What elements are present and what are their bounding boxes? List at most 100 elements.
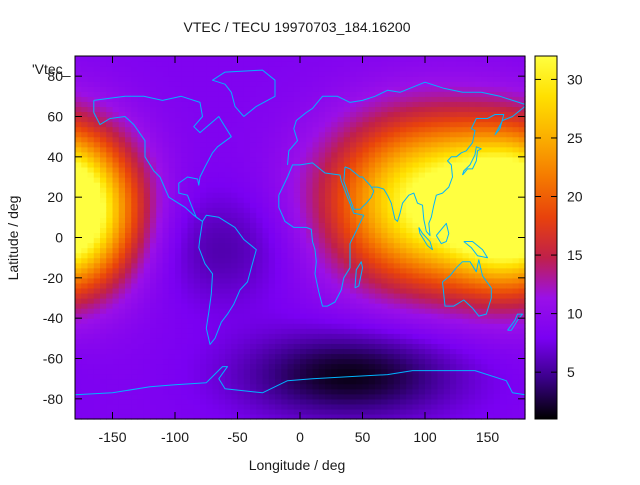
heatmap-cell	[437, 106, 445, 113]
heatmap-cell	[112, 358, 120, 365]
heatmap-cell	[456, 56, 464, 62]
heatmap-cell	[100, 252, 107, 259]
heatmap-cell	[506, 358, 514, 365]
heatmap-cell	[356, 86, 364, 92]
heatmap-cell	[200, 363, 207, 370]
heatmap-cell	[393, 318, 401, 324]
heatmap-cell	[200, 146, 207, 153]
heatmap-cell	[118, 408, 126, 415]
heatmap-cell	[475, 202, 482, 208]
heatmap-cell	[493, 272, 501, 279]
heatmap-cell	[125, 202, 132, 208]
heatmap-cell	[375, 146, 382, 153]
heatmap-cell	[212, 373, 220, 380]
heatmap-cell	[212, 313, 220, 319]
heatmap-cell	[131, 71, 139, 77]
heatmap-cell	[375, 292, 382, 299]
heatmap-cell	[406, 358, 414, 365]
heatmap-cell	[481, 282, 489, 289]
heatmap-cell	[431, 111, 439, 118]
heatmap-cell	[212, 398, 220, 405]
heatmap-cell	[187, 403, 195, 410]
heatmap-cell	[268, 252, 276, 259]
heatmap-cell	[343, 323, 351, 329]
heatmap-cell	[287, 61, 295, 67]
heatmap-cell	[481, 343, 489, 350]
heatmap-cell	[487, 136, 495, 143]
heatmap-cell	[150, 116, 157, 123]
heatmap-cell	[443, 141, 451, 148]
heatmap-cell	[212, 383, 220, 390]
heatmap-cell	[87, 161, 95, 168]
heatmap-cell	[287, 343, 295, 350]
heatmap-cell	[468, 303, 476, 309]
heatmap-cell	[393, 378, 401, 385]
heatmap-cell	[275, 187, 282, 193]
heatmap-cell	[350, 303, 357, 309]
heatmap-cell	[287, 232, 295, 239]
heatmap-cell	[437, 378, 445, 385]
heatmap-cell	[387, 252, 395, 259]
heatmap-cell	[187, 393, 195, 400]
heatmap-cell	[381, 252, 389, 259]
heatmap-cell	[318, 86, 326, 92]
heatmap-cell	[237, 373, 245, 380]
heatmap-cell	[456, 192, 464, 198]
heatmap-cell	[112, 237, 120, 244]
heatmap-cell	[175, 177, 182, 183]
heatmap-cell	[212, 298, 220, 304]
heatmap-cell	[425, 197, 432, 203]
heatmap-cell	[356, 388, 364, 395]
heatmap-cell	[425, 212, 432, 218]
heatmap-cell	[306, 212, 314, 218]
heatmap-cell	[75, 393, 82, 400]
heatmap-cell	[237, 197, 245, 203]
heatmap-cell	[400, 222, 407, 229]
heatmap-cell	[387, 212, 395, 218]
heatmap-cell	[425, 111, 432, 118]
heatmap-cell	[462, 141, 470, 148]
heatmap-cell	[143, 328, 151, 334]
heatmap-cell	[150, 303, 157, 309]
heatmap-cell	[356, 282, 364, 289]
heatmap-cell	[243, 252, 251, 259]
heatmap-cell	[456, 116, 464, 123]
heatmap-cell	[343, 81, 351, 87]
heatmap-cell	[106, 308, 114, 314]
heatmap-cell	[243, 171, 251, 178]
heatmap-cell	[275, 136, 282, 143]
heatmap-cell	[106, 227, 114, 234]
heatmap-cell	[281, 101, 289, 108]
heatmap-cell	[256, 287, 264, 294]
heatmap-cell	[418, 126, 426, 133]
heatmap-cell	[443, 282, 451, 289]
heatmap-cell	[456, 277, 464, 284]
heatmap-cell	[212, 308, 220, 314]
heatmap-cell	[193, 156, 201, 163]
heatmap-cell	[462, 76, 470, 82]
heatmap-cell	[500, 277, 507, 284]
heatmap-cell	[243, 197, 251, 203]
heatmap-cell	[425, 343, 432, 350]
heatmap-cell	[406, 71, 414, 77]
heatmap-cell	[262, 182, 270, 188]
heatmap-cell	[456, 287, 464, 294]
heatmap-cell	[237, 368, 245, 375]
heatmap-cell	[112, 56, 120, 62]
heatmap-cell	[112, 81, 120, 87]
heatmap-cell	[456, 398, 464, 405]
heatmap-cell	[243, 323, 251, 329]
heatmap-cell	[381, 232, 389, 239]
heatmap-cell	[81, 353, 89, 360]
heatmap-cell	[100, 343, 107, 350]
heatmap-cell	[156, 272, 164, 279]
heatmap-cell	[131, 136, 139, 143]
heatmap-cell	[343, 403, 351, 410]
heatmap-cell	[193, 413, 201, 420]
heatmap-cell	[350, 348, 357, 355]
heatmap-cell	[250, 141, 257, 148]
heatmap-cell	[500, 71, 507, 77]
heatmap-cell	[343, 398, 351, 405]
heatmap-cell	[287, 403, 295, 410]
heatmap-cell	[281, 313, 289, 319]
